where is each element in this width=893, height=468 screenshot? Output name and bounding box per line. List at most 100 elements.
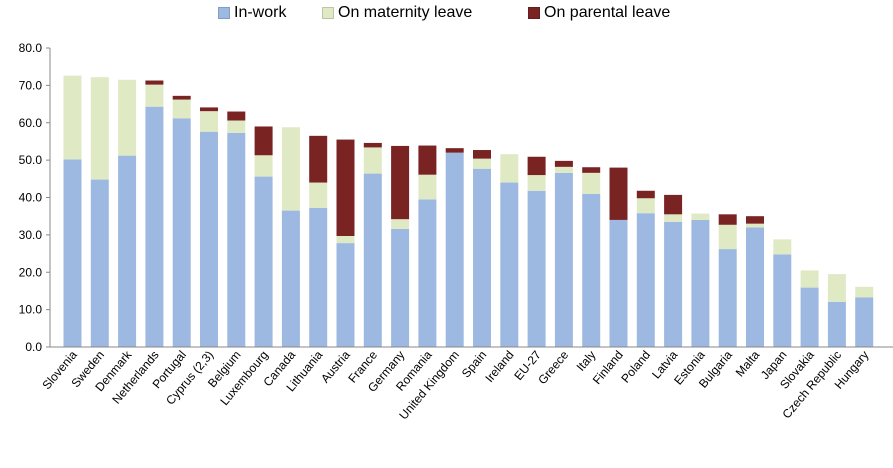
bar-segment-in-work (554, 172, 573, 347)
y-tick-label: 70.0 (19, 78, 43, 92)
x-tick-label: Greece (535, 348, 571, 387)
bar-segment-in-work (664, 221, 683, 347)
bar-segment-parental (172, 95, 191, 100)
legend-item-in-work: In-work (218, 4, 286, 22)
x-tick-label: Ireland (482, 348, 516, 385)
bar-segment-parental (418, 145, 437, 175)
bar-segment-maternity (309, 182, 328, 208)
y-tick-label: 0.0 (25, 340, 42, 354)
bar-segment-maternity (746, 223, 764, 228)
bar-segment-maternity (855, 286, 874, 298)
bar-segment-in-work (609, 219, 628, 347)
bar-segment-in-work (418, 199, 437, 347)
x-tick-label: Austria (318, 348, 353, 386)
bar-segment-maternity (800, 270, 819, 288)
bar-segment-parental (391, 145, 410, 220)
legend-swatch-parental (528, 7, 540, 19)
bar-segment-in-work (855, 297, 874, 347)
legend-swatch-maternity (322, 7, 334, 19)
bar-segment-parental (636, 190, 655, 199)
bar-segment-parental (363, 142, 382, 148)
bar-segment-maternity (582, 172, 601, 194)
x-tick-label: Italy (574, 348, 599, 374)
bar-segment-parental (336, 139, 355, 236)
y-tick-label: 20.0 (19, 265, 43, 279)
bar-segment-parental (200, 107, 218, 112)
bar-segment-parental (309, 135, 328, 183)
bar-segment-maternity (254, 155, 273, 177)
bar-segment-in-work (800, 287, 819, 347)
legend-item-parental: On parental leave (528, 4, 670, 22)
bar-segment-in-work (691, 219, 710, 347)
bar-segment-parental (746, 216, 764, 224)
bar-segment-maternity (527, 175, 546, 191)
bar-segment-in-work (118, 155, 137, 347)
y-tick-label: 40.0 (19, 191, 43, 205)
bar-segment-maternity (172, 99, 191, 119)
bar-segment-in-work (582, 193, 601, 347)
bar-segment-parental (609, 167, 628, 220)
bar-segment-in-work (90, 179, 109, 347)
bar-segment-maternity (691, 213, 710, 220)
bar-segment-in-work (636, 213, 655, 347)
bar-segment-maternity (336, 235, 355, 244)
bar-segment-parental (718, 214, 737, 225)
legend-label-maternity: On maternity leave (338, 4, 473, 21)
bar-segment-parental (145, 80, 164, 85)
bar-segment-maternity (500, 154, 519, 183)
bar-segment-in-work (445, 152, 464, 347)
bar-segment-in-work (145, 106, 164, 348)
bar-segment-in-work (281, 210, 300, 347)
bar-segment-maternity (63, 75, 82, 160)
bar-segment-maternity (773, 239, 792, 255)
bar-segment-parental (227, 111, 246, 121)
x-tick-label: Poland (618, 348, 653, 386)
bar-segment-in-work (254, 176, 273, 347)
bar-segment-in-work (227, 132, 246, 347)
bar-segment-in-work (718, 249, 737, 347)
bar-segment-parental (664, 194, 683, 215)
bar-segment-parental (254, 126, 273, 156)
bar-segment-parental (445, 148, 464, 153)
y-tick-label: 80.0 (19, 41, 43, 55)
bar-segment-parental (527, 156, 546, 176)
bar-segment-maternity (391, 219, 410, 229)
legend: In-work On maternity leave On parental l… (0, 4, 893, 28)
bar-segment-maternity (418, 174, 437, 200)
bar-segment-in-work (773, 254, 792, 347)
bar-segment-maternity (664, 214, 683, 222)
bar-segment-in-work (172, 118, 191, 347)
bar-segment-in-work (827, 301, 846, 347)
bar-segment-in-work (500, 182, 519, 347)
legend-label-in-work: In-work (234, 4, 287, 21)
legend-swatch-in-work (218, 7, 230, 19)
x-tick-label: Finland (590, 348, 626, 387)
bar-segment-parental (582, 167, 601, 173)
bar-segment-in-work (473, 168, 491, 347)
bar-segment-maternity (636, 198, 655, 214)
x-tick-label: Malta (733, 348, 763, 380)
legend-item-maternity: On maternity leave (322, 4, 472, 22)
y-tick-label: 30.0 (19, 228, 43, 242)
bar-segment-maternity (281, 127, 300, 211)
bar-segment-in-work (309, 207, 328, 347)
bar-segment-maternity (473, 158, 491, 169)
y-tick-label: 10.0 (19, 303, 43, 317)
bar-segment-in-work (336, 243, 355, 347)
y-tick-label: 50.0 (19, 153, 43, 167)
legend-label-parental: On parental leave (544, 4, 671, 21)
bar-segment-maternity (363, 147, 382, 174)
bar-segment-in-work (363, 173, 382, 347)
bar-segment-parental (473, 150, 491, 159)
bar-segment-maternity (90, 77, 109, 180)
bar-segment-in-work (63, 159, 82, 347)
y-tick-label: 60.0 (19, 116, 43, 130)
bar-segment-maternity (145, 84, 164, 107)
bar-segment-maternity (200, 111, 218, 132)
bar-segment-maternity (554, 166, 573, 173)
bar-segment-parental (554, 160, 573, 167)
bar-segment-maternity (827, 274, 846, 302)
bar-segment-maternity (118, 79, 137, 156)
bar-segment-in-work (746, 227, 764, 347)
